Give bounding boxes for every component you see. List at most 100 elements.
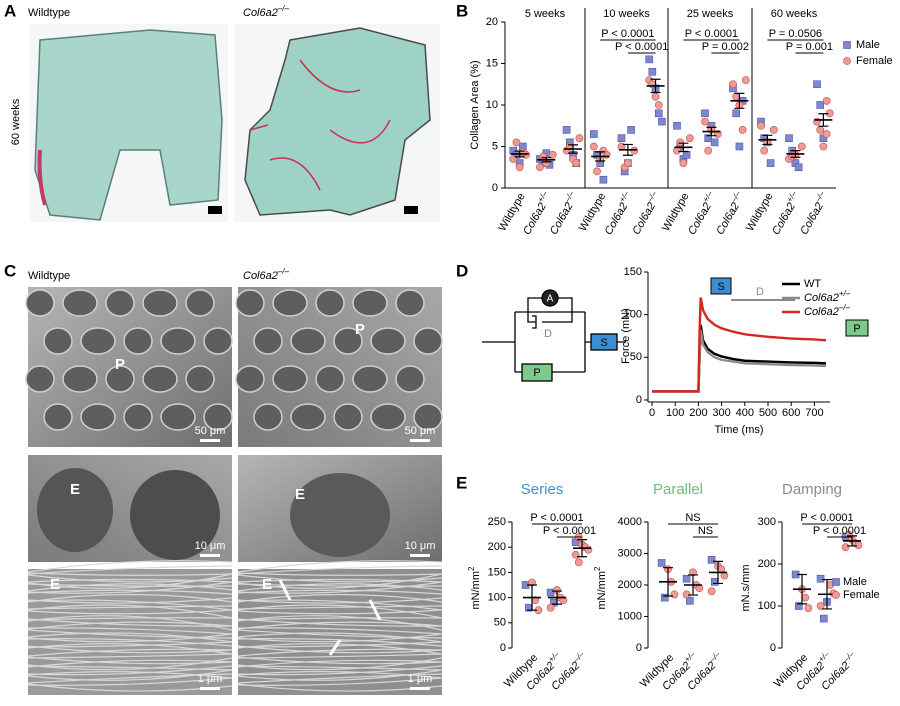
fibril: [237, 653, 443, 659]
male-point: [710, 138, 719, 147]
female-point: [548, 150, 557, 159]
y-tick-label: 100: [758, 600, 776, 612]
fibril: [27, 583, 233, 587]
scale-bar-label: 50 μm: [405, 425, 436, 437]
legend-label: Female: [843, 589, 880, 601]
column-header-base: Col6a2: [243, 7, 278, 19]
fibril: [237, 632, 443, 643]
y-tick-label: 200: [488, 541, 506, 553]
fibril: [237, 618, 443, 627]
fibril: [237, 648, 443, 657]
y-axis-label: mN/mm2: [593, 566, 608, 610]
column-header: Wildtype: [28, 7, 70, 19]
fibril: [27, 597, 233, 604]
female-point: [630, 146, 639, 155]
category-label-base: Col6a2: [714, 201, 742, 237]
female-point: [816, 602, 825, 610]
cell-hole: [80, 403, 116, 431]
stat-label: P < 0.0001: [800, 512, 853, 524]
male-point: [546, 588, 555, 597]
female-point: [707, 587, 716, 596]
x-tick-label: 700: [805, 407, 823, 419]
fibril: [27, 632, 233, 643]
error-bar: [797, 573, 807, 605]
series-line: [652, 297, 827, 393]
fibril: [27, 656, 233, 665]
female-point: [813, 117, 821, 126]
y-tick-label: 0: [770, 642, 776, 654]
category-label-sup: +/–: [701, 189, 715, 204]
fibril: [237, 615, 443, 631]
male-point: [735, 142, 744, 151]
annotation: S: [717, 281, 724, 293]
y-axis-label: mN.s/mm: [740, 564, 752, 611]
female-point: [679, 159, 688, 167]
female-point: [546, 603, 555, 612]
circuit: [482, 289, 626, 382]
category-label: Wildtype: [660, 191, 691, 234]
female-point: [676, 138, 685, 147]
y-tick-label: 10: [486, 99, 498, 111]
cell-hole: [123, 403, 153, 431]
cell-hole: [370, 327, 406, 355]
stat-label: P = 0.002: [702, 41, 749, 53]
fibril: [237, 627, 443, 635]
cell-hole: [185, 289, 215, 317]
fibril: [237, 583, 443, 592]
stat-label: NS: [685, 512, 700, 524]
cell-hole: [413, 327, 443, 355]
category-label-sup: +/–: [617, 189, 631, 204]
fibril: [237, 605, 443, 610]
column-header-base: Col6a2: [243, 270, 278, 282]
fibril: [237, 629, 443, 639]
male-point: [627, 126, 635, 134]
female-point: [685, 134, 694, 143]
cell-hole: [80, 327, 116, 355]
error-bar: [706, 126, 717, 137]
fibril: [27, 618, 233, 627]
scale-bar: [200, 554, 220, 557]
cell-hole: [333, 327, 363, 355]
x-tick-label: 300: [712, 407, 730, 419]
male-point: [682, 151, 691, 159]
error-bar: [790, 150, 801, 158]
male-point: [704, 134, 713, 142]
fibril: [237, 665, 443, 676]
parallel-element: [521, 363, 553, 382]
structure-label: E: [70, 481, 80, 498]
y-tick-label: 100: [624, 309, 642, 321]
y-tick-label: 50: [630, 351, 642, 363]
stat-label: P < 0.0001: [601, 28, 654, 40]
fibril: [27, 633, 233, 643]
category-label-sup: +/–: [785, 189, 799, 204]
fibril: [27, 627, 233, 635]
female-point: [760, 146, 769, 155]
female-point: [704, 146, 713, 155]
male-point: [657, 559, 666, 567]
cell-hole: [395, 289, 425, 317]
female-point: [832, 591, 840, 599]
error-bar: [541, 157, 552, 163]
circuit-label: S: [600, 337, 607, 349]
female-point: [841, 543, 850, 552]
subpanel-title: Series: [521, 481, 564, 498]
male-point: [832, 578, 840, 586]
cell-hole: [235, 289, 265, 317]
stat-label: P < 0.0001: [615, 41, 668, 53]
active-element: [541, 289, 559, 307]
fibril: [27, 638, 233, 647]
male-point: [794, 163, 803, 172]
fibril: [27, 605, 233, 610]
error-bar: [514, 150, 525, 158]
fibril: [237, 573, 443, 589]
scale-bar-label: 1 μm: [198, 673, 223, 685]
y-tick-label: 0: [500, 642, 506, 654]
female-point: [518, 148, 527, 157]
male-point: [658, 117, 666, 126]
y-tick-label: 2000: [618, 579, 642, 591]
cell-hole: [142, 365, 178, 393]
category-label-base: Col6a2: [630, 201, 658, 237]
fibril: [27, 572, 233, 576]
fibril: [27, 615, 233, 631]
stat-label: P = 0.0506: [769, 28, 822, 40]
